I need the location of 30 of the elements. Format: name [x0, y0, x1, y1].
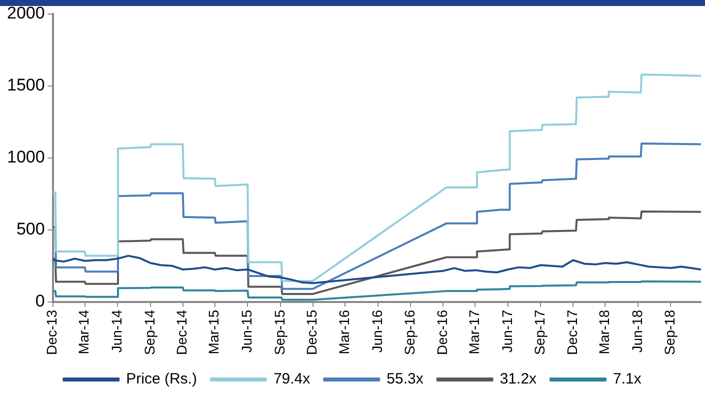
legend-label: 55.3x [386, 370, 424, 388]
x-tick-label: Jun-17 [498, 310, 515, 353]
x-tick-label: Sep-15 [271, 310, 288, 356]
x-tick-label: Dec-14 [174, 310, 190, 355]
x-tick-label: Dec-15 [304, 310, 320, 355]
y-tick-label: 0 [35, 292, 45, 311]
x-tick-label: Jun-18 [628, 310, 645, 353]
x-tick-label: Mar-15 [206, 310, 222, 354]
x-tick-label: Mar-17 [466, 310, 482, 354]
legend-label: 79.4x [273, 370, 311, 388]
x-tick-label: Mar-14 [76, 310, 92, 354]
y-tick-label: 2000 [6, 4, 45, 23]
x-tick-label: Sep-18 [662, 310, 678, 356]
x-tick-label: Jun-16 [368, 310, 385, 353]
x-tick-label: Dec-16 [434, 310, 450, 355]
x-tick-label: Sep-16 [402, 310, 418, 356]
x-tick-label: Mar-18 [596, 310, 612, 354]
x-tick-label: Sep-17 [532, 310, 548, 356]
legend-label: 31.2x [500, 370, 538, 388]
y-tick-label: 500 [16, 220, 45, 239]
legend-label: 7.1x [613, 370, 642, 388]
x-tick-label: Jun-15 [238, 310, 254, 353]
y-tick-label: 1500 [6, 76, 45, 95]
x-tick-label: Dec-13 [44, 310, 60, 355]
x-tick-label: Mar-16 [336, 310, 352, 354]
x-tick-label: Sep-14 [141, 310, 158, 356]
y-tick-label: 1000 [6, 148, 45, 167]
legend-label: Price (Rs.) [126, 370, 197, 388]
x-tick-label: Jun-14 [108, 310, 124, 353]
x-tick-label: Dec-17 [564, 310, 580, 355]
